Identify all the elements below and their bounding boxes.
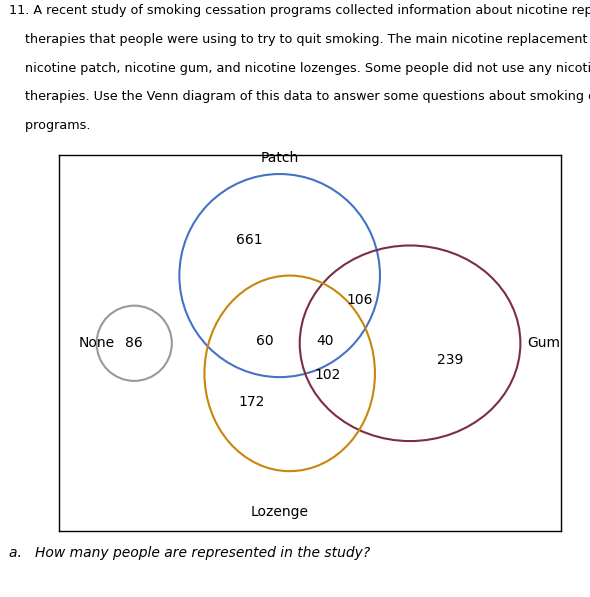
- Text: 11. A recent study of smoking cessation programs collected information about nic: 11. A recent study of smoking cessation …: [9, 4, 590, 17]
- Text: 40: 40: [316, 334, 333, 349]
- Text: 102: 102: [314, 368, 340, 382]
- Text: 60: 60: [256, 334, 273, 349]
- Text: programs.: programs.: [9, 119, 90, 132]
- Text: Gum: Gum: [527, 336, 560, 350]
- Text: Lozenge: Lozenge: [251, 505, 309, 519]
- Text: 661: 661: [236, 233, 263, 247]
- Text: therapies that people were using to try to quit smoking. The main nicotine repla: therapies that people were using to try …: [9, 33, 590, 46]
- Text: 172: 172: [239, 395, 266, 408]
- Text: 106: 106: [347, 293, 373, 307]
- Text: therapies. Use the Venn diagram of this data to answer some questions about smok: therapies. Use the Venn diagram of this …: [9, 90, 590, 103]
- Text: 86: 86: [125, 336, 143, 350]
- Text: None: None: [79, 336, 115, 350]
- Text: a.   How many people are represented in the study?: a. How many people are represented in th…: [9, 546, 370, 560]
- Text: Patch: Patch: [261, 150, 299, 165]
- Text: nicotine patch, nicotine gum, and nicotine lozenges. Some people did not use any: nicotine patch, nicotine gum, and nicoti…: [9, 61, 590, 75]
- Text: 239: 239: [437, 353, 463, 367]
